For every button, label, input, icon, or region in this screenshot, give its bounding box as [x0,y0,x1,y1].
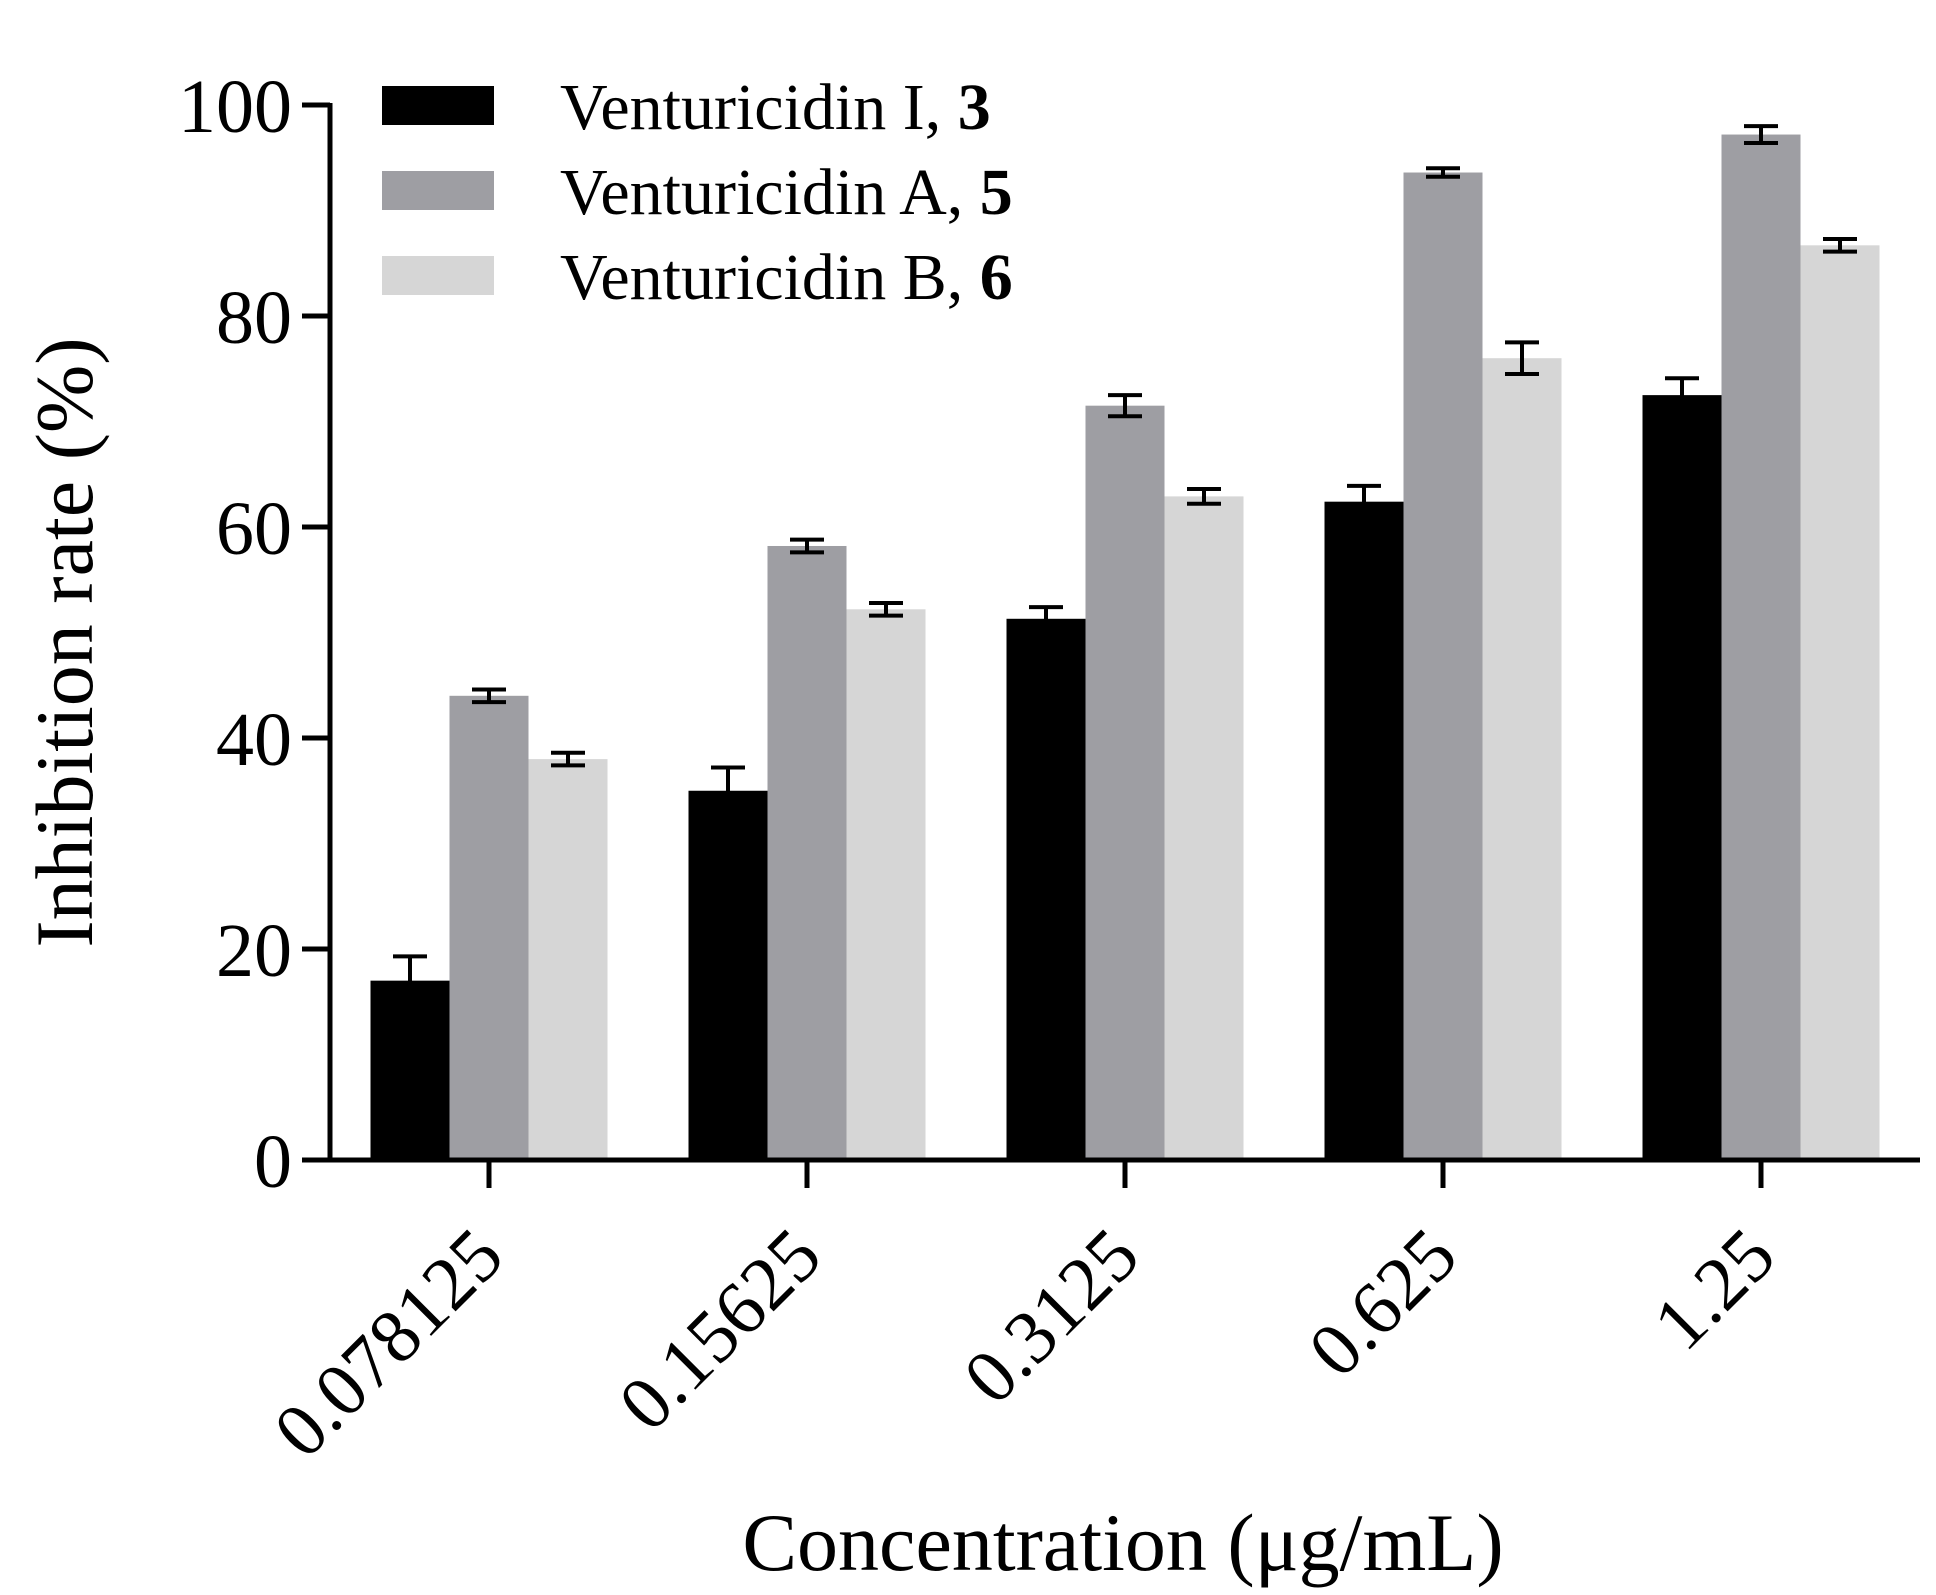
error-bar [1108,393,1142,419]
y-axis-ticks: 0 20 40 60 80 100 [178,65,330,1204]
bar-2-2 [767,545,847,1160]
y-tick-label: 0 [254,1120,292,1204]
legend-name: Venturicidin B, [560,241,980,314]
y-tick-label: 60 [216,487,292,571]
legend-number: 3 [958,71,991,144]
y-tick-label: 80 [216,276,292,360]
bar-3-4 [1482,358,1562,1160]
error-bar [551,750,585,768]
x-tick-label: 1.25 [1638,1213,1791,1366]
x-axis-title: Concentration (μg/mL) [742,1497,1503,1588]
error-bar [1823,236,1857,254]
bar-3-1 [528,759,608,1160]
error-bar [711,765,745,816]
bar-1-4 [1324,501,1404,1160]
error-bar [790,537,824,555]
legend-label: Venturicidin A, 5 [560,156,1013,229]
y-tick-label: 40 [216,698,292,782]
x-tick-label: 0.15625 [603,1213,837,1447]
bar-2-5 [1721,134,1801,1160]
y-tick-label: 100 [178,65,292,149]
error-bars [393,124,1857,1007]
bar-1-3 [1006,618,1086,1160]
error-bar [393,954,427,1007]
error-bar [1029,605,1063,633]
bar-2-1 [449,695,529,1160]
legend-number: 6 [980,241,1013,314]
bar-series [370,134,1880,1160]
legend-swatch [382,86,494,125]
x-tick-label: 0.3125 [948,1213,1155,1420]
x-axis-ticks: 0.078125 0.15625 0.3125 0.625 1.25 [258,1160,1791,1474]
error-bar [869,600,903,618]
bar-3-2 [846,609,926,1160]
y-axis-title: Inhibition rate (%) [19,337,110,947]
bar-1-2 [688,790,768,1160]
y-tick-label: 20 [216,909,292,993]
error-bar [472,687,506,705]
x-tick-label: 0.078125 [258,1213,519,1474]
legend-name: Venturicidin A, [560,156,980,229]
error-bar [1187,487,1221,506]
legend-number: 5 [980,156,1013,229]
error-bar [1426,166,1460,179]
error-bar [1665,376,1699,415]
error-bar [1505,340,1539,377]
legend-swatch [382,171,494,210]
legend-name: Venturicidin I, [560,71,958,144]
bar-1-1 [370,980,450,1160]
legend-label: Venturicidin B, 6 [560,241,1013,314]
legend-swatch [382,256,494,295]
bar-3-3 [1164,496,1244,1160]
error-bar [1744,124,1778,145]
bar-3-5 [1800,245,1880,1160]
bar-2-4 [1403,172,1483,1160]
x-tick-label: 0.625 [1293,1213,1473,1393]
error-bar [1347,483,1381,520]
legend-label: Venturicidin I, 3 [560,71,991,144]
bar-1-5 [1642,395,1722,1160]
bar-2-3 [1085,405,1165,1160]
